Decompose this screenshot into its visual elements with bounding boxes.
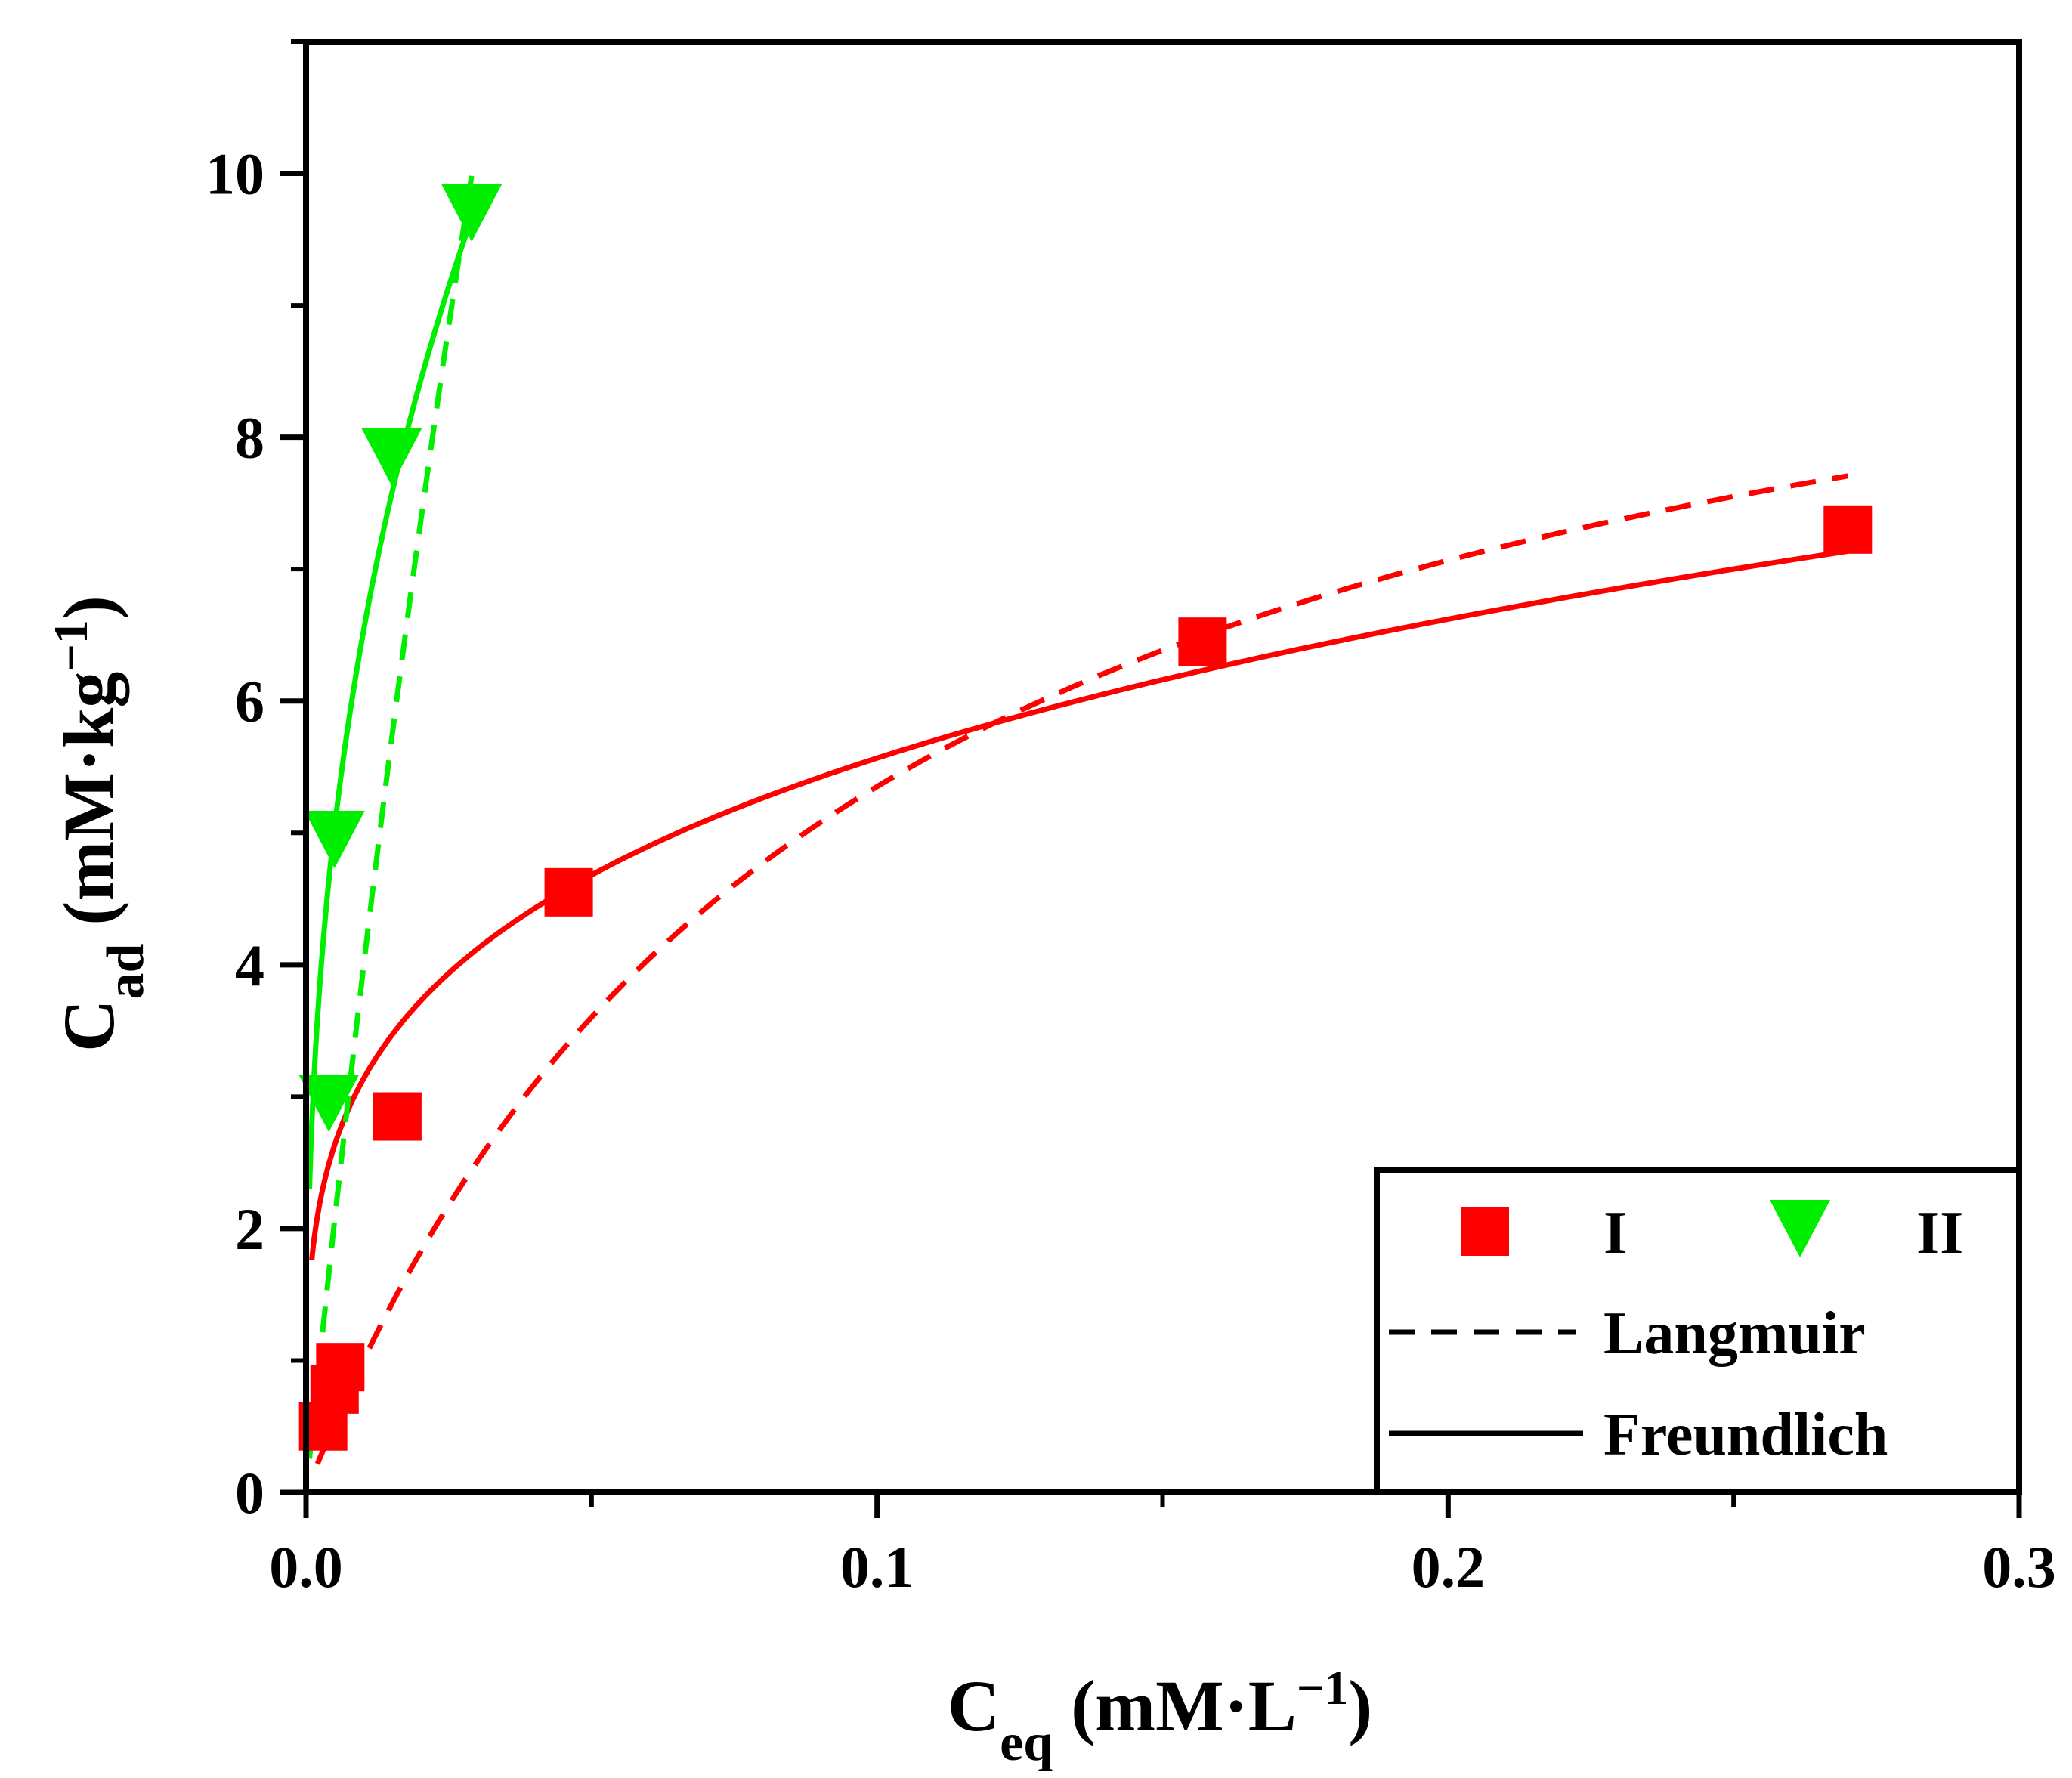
axes-frame [303, 39, 2022, 1495]
y-tick-label: 8 [235, 405, 264, 471]
data-point-series-ii [361, 428, 422, 486]
legend-label-series-i: I [1603, 1200, 1627, 1266]
freundlich-fit-series-i [309, 548, 1848, 1261]
y-tick-label: 10 [206, 141, 264, 207]
y-tick-label: 2 [235, 1196, 264, 1262]
y-tick-label: 6 [235, 669, 264, 734]
legend-label-series-ii: II [1916, 1200, 1963, 1266]
freundlich-fit-series-ii [307, 217, 475, 1189]
data-point-series-ii [441, 184, 503, 242]
y-tick-label: 0 [235, 1460, 264, 1526]
legend-label-freundlich: Freundlich [1603, 1402, 1888, 1468]
x-axis-title: Ceq (mM·L−1) [948, 1661, 1372, 1772]
y-axis-title: Cad (mM·kg−1) [44, 595, 155, 1052]
data-point-series-i [373, 1092, 422, 1141]
data-point-series-i [316, 1343, 365, 1392]
x-tick-label: 0.2 [1412, 1534, 1486, 1600]
langmuir-fit-series-ii [307, 175, 475, 1459]
legend-marker-series-i [1461, 1207, 1509, 1256]
y-tick-label: 4 [235, 932, 264, 998]
svg-text:Ceq (mM·L−1): Ceq (mM·L−1) [948, 1661, 1372, 1772]
data-point-series-i [544, 867, 593, 917]
x-tick-label: 0.3 [1982, 1534, 2056, 1600]
data-point-series-ii [298, 1075, 360, 1133]
plot-area: 0.0 0.1 0.2 0.3 0 2 4 6 8 10 [206, 39, 2056, 1600]
data-point-series-i [1823, 505, 1873, 554]
data-point-series-ii [304, 811, 365, 868]
data-point-series-i [1178, 617, 1227, 666]
x-tick-label: 0.0 [269, 1534, 343, 1600]
legend-label-langmuir: Langmuir [1603, 1300, 1866, 1367]
legend-marker-series-ii [1770, 1200, 1830, 1257]
x-tick-label: 0.1 [840, 1534, 914, 1600]
svg-text:Cad (mM·kg−1): Cad (mM·kg−1) [44, 595, 155, 1052]
